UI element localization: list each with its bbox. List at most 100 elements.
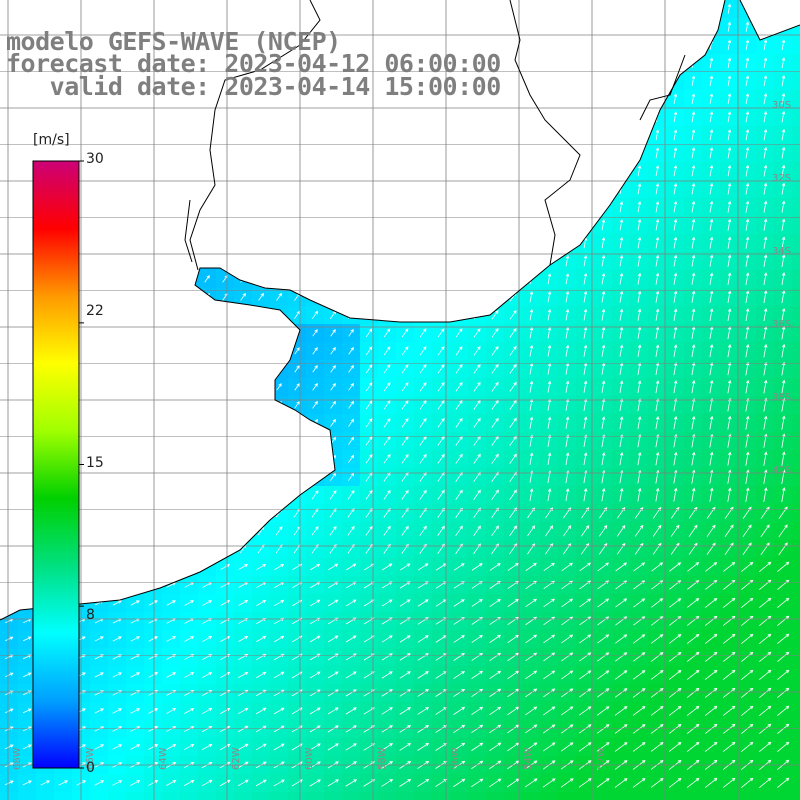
- wind-arrow: [565, 398, 570, 411]
- wind-arrow: [202, 708, 213, 714]
- wind-arrow: [583, 326, 588, 339]
- wind-arrow: [759, 723, 772, 735]
- wind-arrow: [745, 415, 750, 430]
- wind-arrow: [22, 654, 32, 660]
- wind-arrow: [583, 272, 588, 285]
- wind-arrow: [346, 563, 357, 571]
- wind-arrow: [294, 310, 301, 319]
- wind-arrow: [399, 635, 411, 643]
- wind-arrow: [509, 345, 517, 356]
- wind-arrow: [637, 380, 642, 394]
- wind-arrow: [705, 562, 718, 572]
- wind-arrow: [547, 452, 552, 465]
- wind-arrow: [255, 725, 267, 733]
- wind-arrow: [722, 741, 736, 752]
- wind-arrow: [399, 689, 411, 697]
- wind-arrow: [673, 487, 678, 502]
- wind-arrow: [709, 415, 714, 430]
- wind-arrow: [759, 651, 772, 663]
- wind-arrow: [763, 415, 768, 430]
- wind-arrow: [345, 599, 357, 607]
- field-cell: [792, 630, 800, 649]
- wind-arrow: [637, 290, 642, 303]
- wind-arrow: [691, 164, 696, 177]
- coastline-ne: [739, 0, 800, 41]
- wind-arrow: [309, 707, 321, 715]
- wind-arrow: [778, 506, 788, 520]
- field-cell: [792, 414, 800, 433]
- wind-arrow: [619, 308, 624, 321]
- wind-arrow: [471, 742, 484, 752]
- field-cell: [486, 792, 505, 800]
- wind-arrow: [401, 346, 409, 356]
- field-cell: [792, 216, 800, 235]
- wind-arrow: [722, 705, 736, 716]
- wind-arrow: [560, 724, 574, 734]
- wind-arrow: [112, 600, 122, 606]
- wind-arrow: [616, 542, 626, 555]
- field-cell: [90, 792, 109, 800]
- wind-arrow: [777, 741, 790, 753]
- wind-arrow: [655, 272, 660, 285]
- wind-arrow: [781, 469, 786, 484]
- wind-arrow: [542, 742, 556, 752]
- border-3: [639, 54, 686, 121]
- wind-arrow: [578, 742, 592, 752]
- wind-arrow: [22, 636, 32, 642]
- wind-arrow: [202, 726, 213, 732]
- wind-arrow: [220, 725, 231, 733]
- wind-arrow: [491, 489, 499, 501]
- wind-arrow: [417, 778, 430, 787]
- wind-arrow: [781, 254, 786, 268]
- wind-arrow: [691, 182, 696, 195]
- wind-arrow: [274, 653, 285, 661]
- wind-arrow: [453, 778, 466, 788]
- wind-arrow: [220, 672, 231, 678]
- wind-arrow: [507, 652, 520, 662]
- map-title: modelo GEFS-WAVE (NCEP): [6, 27, 341, 56]
- wind-arrow: [489, 652, 502, 661]
- wind-arrow: [529, 398, 534, 411]
- wind-arrow: [561, 598, 574, 608]
- wind-arrow: [673, 200, 678, 213]
- wind-arrow: [655, 380, 660, 394]
- wind-arrow: [691, 344, 696, 358]
- wind-arrow: [709, 272, 714, 285]
- wind-arrow: [706, 542, 716, 555]
- wind-arrow: [601, 236, 606, 249]
- wind-arrow: [583, 290, 588, 303]
- wind-arrow: [763, 308, 768, 322]
- wind-arrow: [399, 707, 411, 715]
- wind-arrow: [399, 743, 412, 751]
- wind-arrow: [130, 672, 141, 678]
- land-shape: [0, 0, 725, 620]
- wind-arrow: [471, 688, 484, 697]
- wind-arrow: [601, 344, 606, 357]
- field-cell: [792, 306, 800, 325]
- wind-arrow: [312, 382, 318, 391]
- wind-arrow: [650, 778, 664, 788]
- wind-arrow: [691, 451, 696, 466]
- wind-arrow: [311, 526, 319, 536]
- wind-arrow: [655, 451, 660, 466]
- wind-arrow: [453, 599, 465, 607]
- field-cell: [36, 792, 55, 800]
- wind-arrow: [256, 635, 267, 643]
- wind-arrow: [727, 128, 732, 141]
- wind-arrow: [763, 236, 768, 249]
- wind-arrow: [601, 326, 606, 339]
- wind-arrow: [94, 672, 104, 678]
- wind-arrow: [615, 562, 628, 572]
- field-cell: [792, 324, 800, 343]
- wind-arrow: [686, 741, 700, 752]
- wind-arrow: [691, 380, 696, 394]
- wind-arrow: [601, 452, 606, 466]
- wind-arrow: [691, 111, 696, 123]
- wind-arrow: [437, 328, 445, 338]
- field-cell: [54, 792, 73, 800]
- wind-arrow: [453, 581, 465, 589]
- wind-arrow: [583, 254, 588, 267]
- wind-arrow: [596, 724, 610, 734]
